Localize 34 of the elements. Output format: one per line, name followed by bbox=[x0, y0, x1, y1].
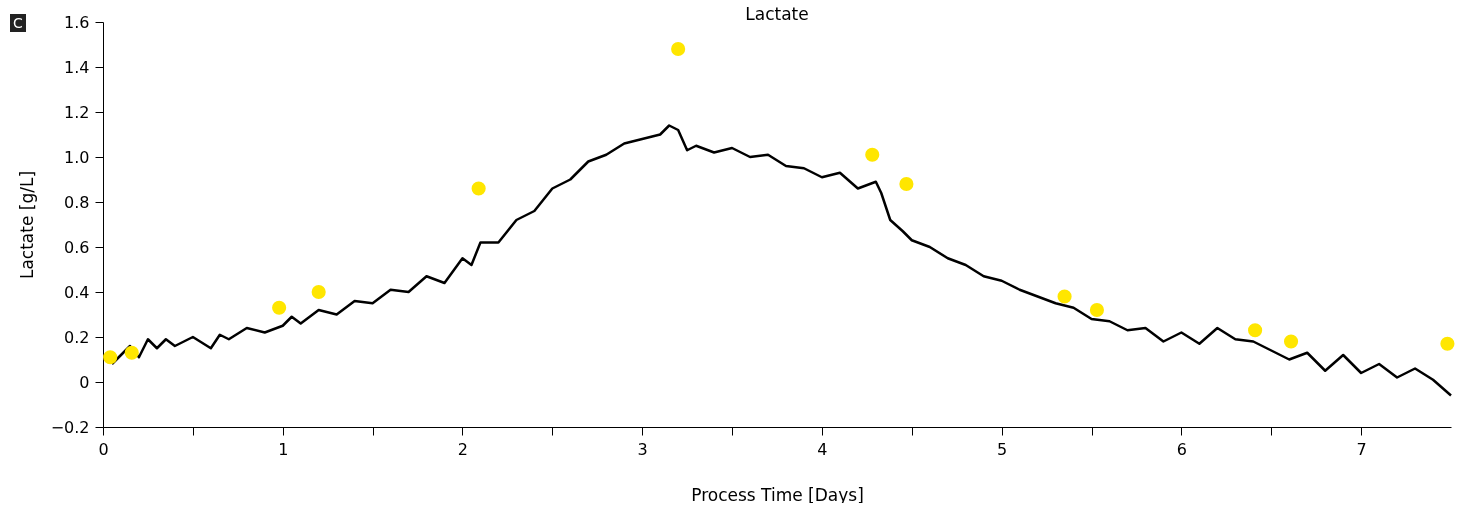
y-tick-label: 1.4 bbox=[64, 57, 90, 77]
y-tick-label: −0.2 bbox=[50, 417, 90, 437]
y-tick-label: 0.2 bbox=[64, 327, 90, 347]
x-tick-label: 2 bbox=[457, 439, 469, 459]
y-tick-label: 1.0 bbox=[64, 147, 90, 167]
point bbox=[124, 345, 139, 360]
y-tick-label: 0 bbox=[79, 372, 90, 392]
text: C bbox=[10, 14, 26, 32]
x-tick-label: 5 bbox=[997, 439, 1008, 459]
point bbox=[1248, 323, 1263, 338]
x-tick-label: 4 bbox=[817, 439, 828, 459]
point bbox=[899, 176, 914, 192]
y-axis-title: Lactate [g/L] bbox=[16, 170, 37, 280]
x-tick-label: 1 bbox=[278, 439, 289, 459]
point bbox=[103, 350, 118, 365]
y-tick-label: 0.4 bbox=[64, 282, 90, 302]
point bbox=[1089, 302, 1104, 318]
x-tick-label: 3 bbox=[637, 439, 648, 459]
y-tick-label: 1.2 bbox=[64, 102, 90, 122]
point bbox=[865, 147, 880, 162]
chart-title: Lactate bbox=[745, 4, 809, 24]
x-tick-label: 0 bbox=[98, 439, 109, 459]
x-tick-label: 6 bbox=[1176, 439, 1187, 459]
point bbox=[1283, 334, 1299, 349]
point bbox=[471, 181, 486, 196]
y-tick-label: 0.6 bbox=[64, 237, 90, 257]
point bbox=[272, 300, 287, 315]
point bbox=[671, 41, 686, 57]
point bbox=[1440, 336, 1455, 351]
point bbox=[311, 284, 326, 300]
y-tick-label: 1.6 bbox=[64, 12, 90, 32]
point bbox=[1057, 289, 1072, 304]
y-tick-label: 0.8 bbox=[64, 192, 90, 212]
x-tick-label: 7 bbox=[1356, 439, 1367, 459]
